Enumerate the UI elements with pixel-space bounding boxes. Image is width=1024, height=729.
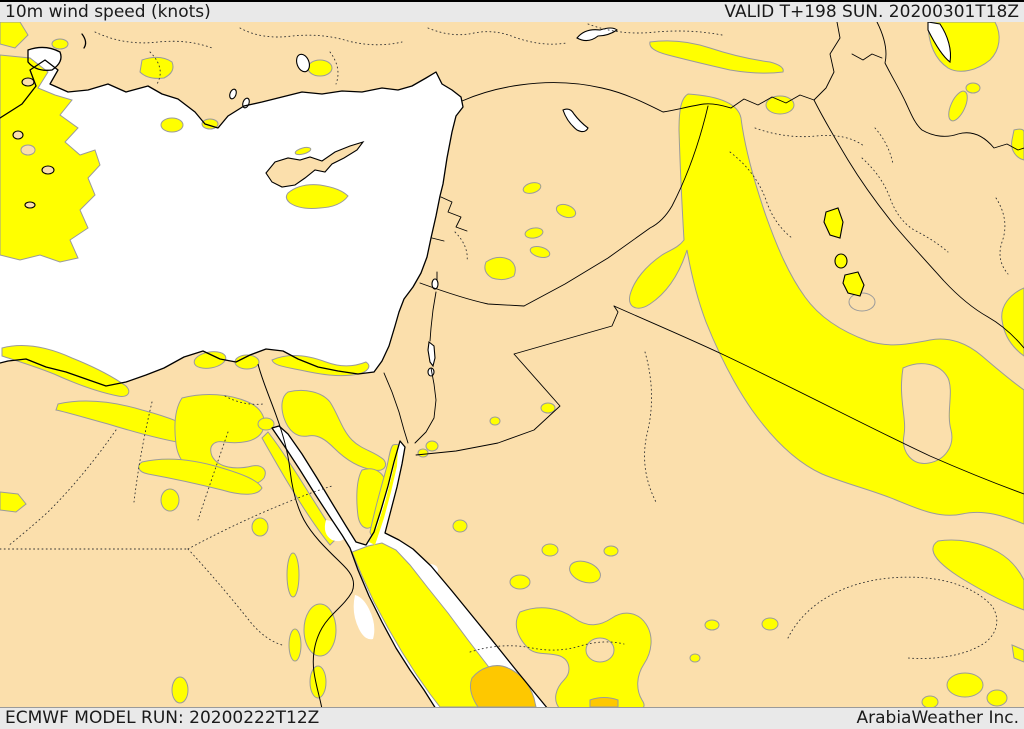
mediterranean-coastline	[0, 59, 464, 387]
sea-of-galilee	[431, 278, 439, 290]
country-borders	[383, 21, 1024, 495]
lake-van	[576, 27, 618, 42]
footer-bar: ECMWF MODEL RUN: 20200222T12Z ArabiaWeat…	[0, 707, 1024, 729]
wind-band-holes	[20, 144, 953, 663]
valid-time-label: VALID T+198 SUN. 20200301T18Z	[724, 2, 1019, 22]
header-bar: 10m wind speed (knots) VALID T+198 SUN. …	[0, 0, 1024, 22]
map-title: 10m wind speed (knots)	[5, 2, 211, 22]
lake-tuz	[296, 53, 310, 73]
rivers	[257, 363, 355, 710]
lakes	[229, 21, 952, 377]
islands	[12, 77, 365, 209]
dead-sea	[427, 340, 436, 368]
model-run-label: ECMWF MODEL RUN: 20200222T12Z	[5, 708, 320, 728]
cyprus-island	[265, 140, 365, 188]
main-wind-band	[629, 93, 1024, 525]
provider-label: ArabiaWeather Inc.	[856, 708, 1020, 728]
high-wind-patch	[469, 665, 537, 708]
mediterranean-sea	[0, 60, 463, 386]
wind-band-high-patches	[469, 665, 619, 708]
sea-layer	[0, 47, 463, 386]
nile-river	[257, 363, 355, 710]
caspian-sea	[927, 21, 952, 63]
lake-urmia	[562, 108, 589, 133]
red-sea	[272, 426, 548, 709]
admin-borders	[0, 23, 1009, 659]
red-sea-coastline	[271, 425, 549, 710]
coastlines	[0, 33, 549, 710]
